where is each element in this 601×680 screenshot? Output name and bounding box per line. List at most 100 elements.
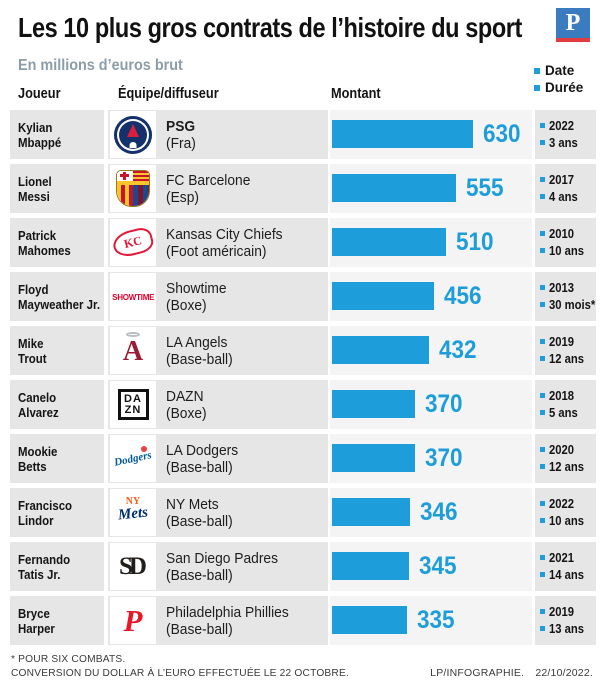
contract-duration: 10 ans [549, 243, 585, 258]
duration-line: 12 ans [540, 350, 596, 367]
date-cell: 2018 5 ans [535, 380, 596, 429]
contract-date: 2018 [549, 388, 575, 403]
amount-cell: 456 [330, 272, 532, 321]
team-text: FC Barcelone (Esp) [166, 172, 258, 206]
amount-bar [332, 120, 473, 148]
amount-value: 346 [420, 498, 458, 526]
team-league: (Foot américain) [166, 242, 267, 260]
team-league: (Boxe) [166, 296, 207, 314]
player-last-name: Mayweather Jr. [18, 296, 101, 312]
amount-cell: 432 [330, 326, 532, 375]
team-cell: FC Barcelone (Esp) [108, 164, 328, 213]
duration-bullet-icon [540, 356, 545, 361]
date-line: 2017 [540, 171, 596, 188]
date-line: 2010 [540, 225, 596, 242]
amount-value: 630 [483, 120, 521, 148]
amount-cell: 510 [330, 218, 532, 267]
team-cell: NY Mets NY Mets (Base-ball) [108, 488, 328, 537]
player-cell: Francisco Lindor [10, 488, 104, 537]
date-line: 2019 [540, 333, 596, 350]
date-cell: 2022 3 ans [535, 110, 596, 159]
subtitle-unit-label: En millions d’euros brut [18, 57, 183, 74]
player-first-name: Fernando [18, 551, 71, 567]
duration-line: 30 mois* [540, 296, 596, 313]
legend-date-row: Date [534, 62, 583, 79]
team-text: DAZN (Boxe) [166, 388, 210, 422]
amount-cell: 345 [330, 542, 532, 591]
team-name: NY Mets [166, 495, 219, 513]
angels-logo-icon: A [110, 327, 156, 374]
team-league: (Boxe) [166, 404, 207, 422]
player-last-name: Mbappé [18, 134, 62, 150]
date-cell: 2019 12 ans [535, 326, 596, 375]
amount-value: 555 [466, 174, 504, 202]
footnote-combats: * POUR SIX COMBATS. [11, 653, 126, 665]
date-bullet-icon [540, 501, 545, 506]
date-line: 2021 [540, 549, 596, 566]
duration-bullet-icon [540, 410, 545, 415]
contract-duration: 30 mois* [549, 297, 596, 312]
contract-date: 2022 [549, 496, 575, 511]
date-bullet-icon [540, 555, 545, 560]
team-name: Kansas City Chiefs [166, 225, 283, 243]
team-cell: KC Kansas City Chiefs (Foot américain) [108, 218, 328, 267]
team-cell: P Philadelphia Phillies (Base-ball) [108, 596, 328, 645]
amount-cell: 370 [330, 380, 532, 429]
amount-value: 370 [425, 390, 463, 418]
date-bullet-icon [534, 67, 540, 74]
date-bullet-icon [540, 231, 545, 236]
table-row: Mookie Betts Dodgers LA Dodgers (Base-ba… [0, 434, 601, 483]
team-name: San Diego Padres [166, 549, 279, 567]
contract-date: 2020 [549, 442, 575, 457]
phillies-logo-icon: P [110, 597, 156, 644]
contract-duration: 10 ans [549, 513, 585, 528]
player-first-name: Canelo [18, 389, 57, 405]
team-name: FC Barcelone [166, 171, 251, 189]
team-text: NY Mets (Base-ball) [166, 496, 239, 530]
amount-bar [332, 228, 446, 256]
team-cell: DA ZN DAZN (Boxe) [108, 380, 328, 429]
duration-bullet-icon [540, 626, 545, 631]
amount-cell: 630 [330, 110, 532, 159]
le-parisien-logo: P [556, 8, 590, 42]
duration-line: 5 ans [540, 404, 596, 421]
team-cell: PSG (Fra) [108, 110, 328, 159]
duration-bullet-icon [540, 572, 545, 577]
player-last-name: Betts [18, 458, 47, 474]
player-last-name: Harper [18, 620, 55, 636]
team-text: LA Dodgers (Base-ball) [166, 442, 244, 476]
amount-bar [332, 174, 456, 202]
date-bullet-icon [540, 393, 545, 398]
date-bullet-icon [540, 285, 545, 290]
duration-line: 12 ans [540, 458, 596, 475]
amount-bar [332, 606, 407, 634]
rows-container: Kylian Mbappé PSG (Fra) 630 2022 3 ans [0, 110, 601, 650]
duration-line: 13 ans [540, 620, 596, 637]
contract-duration: 3 ans [549, 135, 578, 150]
contract-date: 2017 [549, 172, 575, 187]
team-name: Showtime [166, 279, 227, 297]
contract-date: 2019 [549, 604, 575, 619]
team-league: (Base-ball) [166, 620, 233, 638]
table-row: Fernando Tatis Jr. SD San Diego Padres (… [0, 542, 601, 591]
barcelona-logo-icon [110, 165, 156, 212]
contract-duration: 14 ans [549, 567, 585, 582]
date-bullet-icon [540, 123, 545, 128]
date-cell: 2020 12 ans [535, 434, 596, 483]
date-bullet-icon [540, 339, 545, 344]
amount-cell: 335 [330, 596, 532, 645]
team-cell: Dodgers LA Dodgers (Base-ball) [108, 434, 328, 483]
duration-bullet-icon [540, 194, 545, 199]
team-league: (Fra) [166, 134, 196, 152]
team-cell: SHOWTIME Showtime (Boxe) [108, 272, 328, 321]
table-row: Patrick Mahomes KC Kansas City Chiefs (F… [0, 218, 601, 267]
contract-duration: 12 ans [549, 351, 585, 366]
contract-date: 2021 [549, 550, 575, 565]
contract-duration: 13 ans [549, 621, 585, 636]
legend-duration-label: Durée [545, 80, 584, 95]
contract-date: 2019 [549, 334, 575, 349]
contract-duration: 4 ans [549, 189, 578, 204]
player-first-name: Mookie [18, 443, 58, 459]
chiefs-logo-icon: KC [110, 219, 156, 266]
